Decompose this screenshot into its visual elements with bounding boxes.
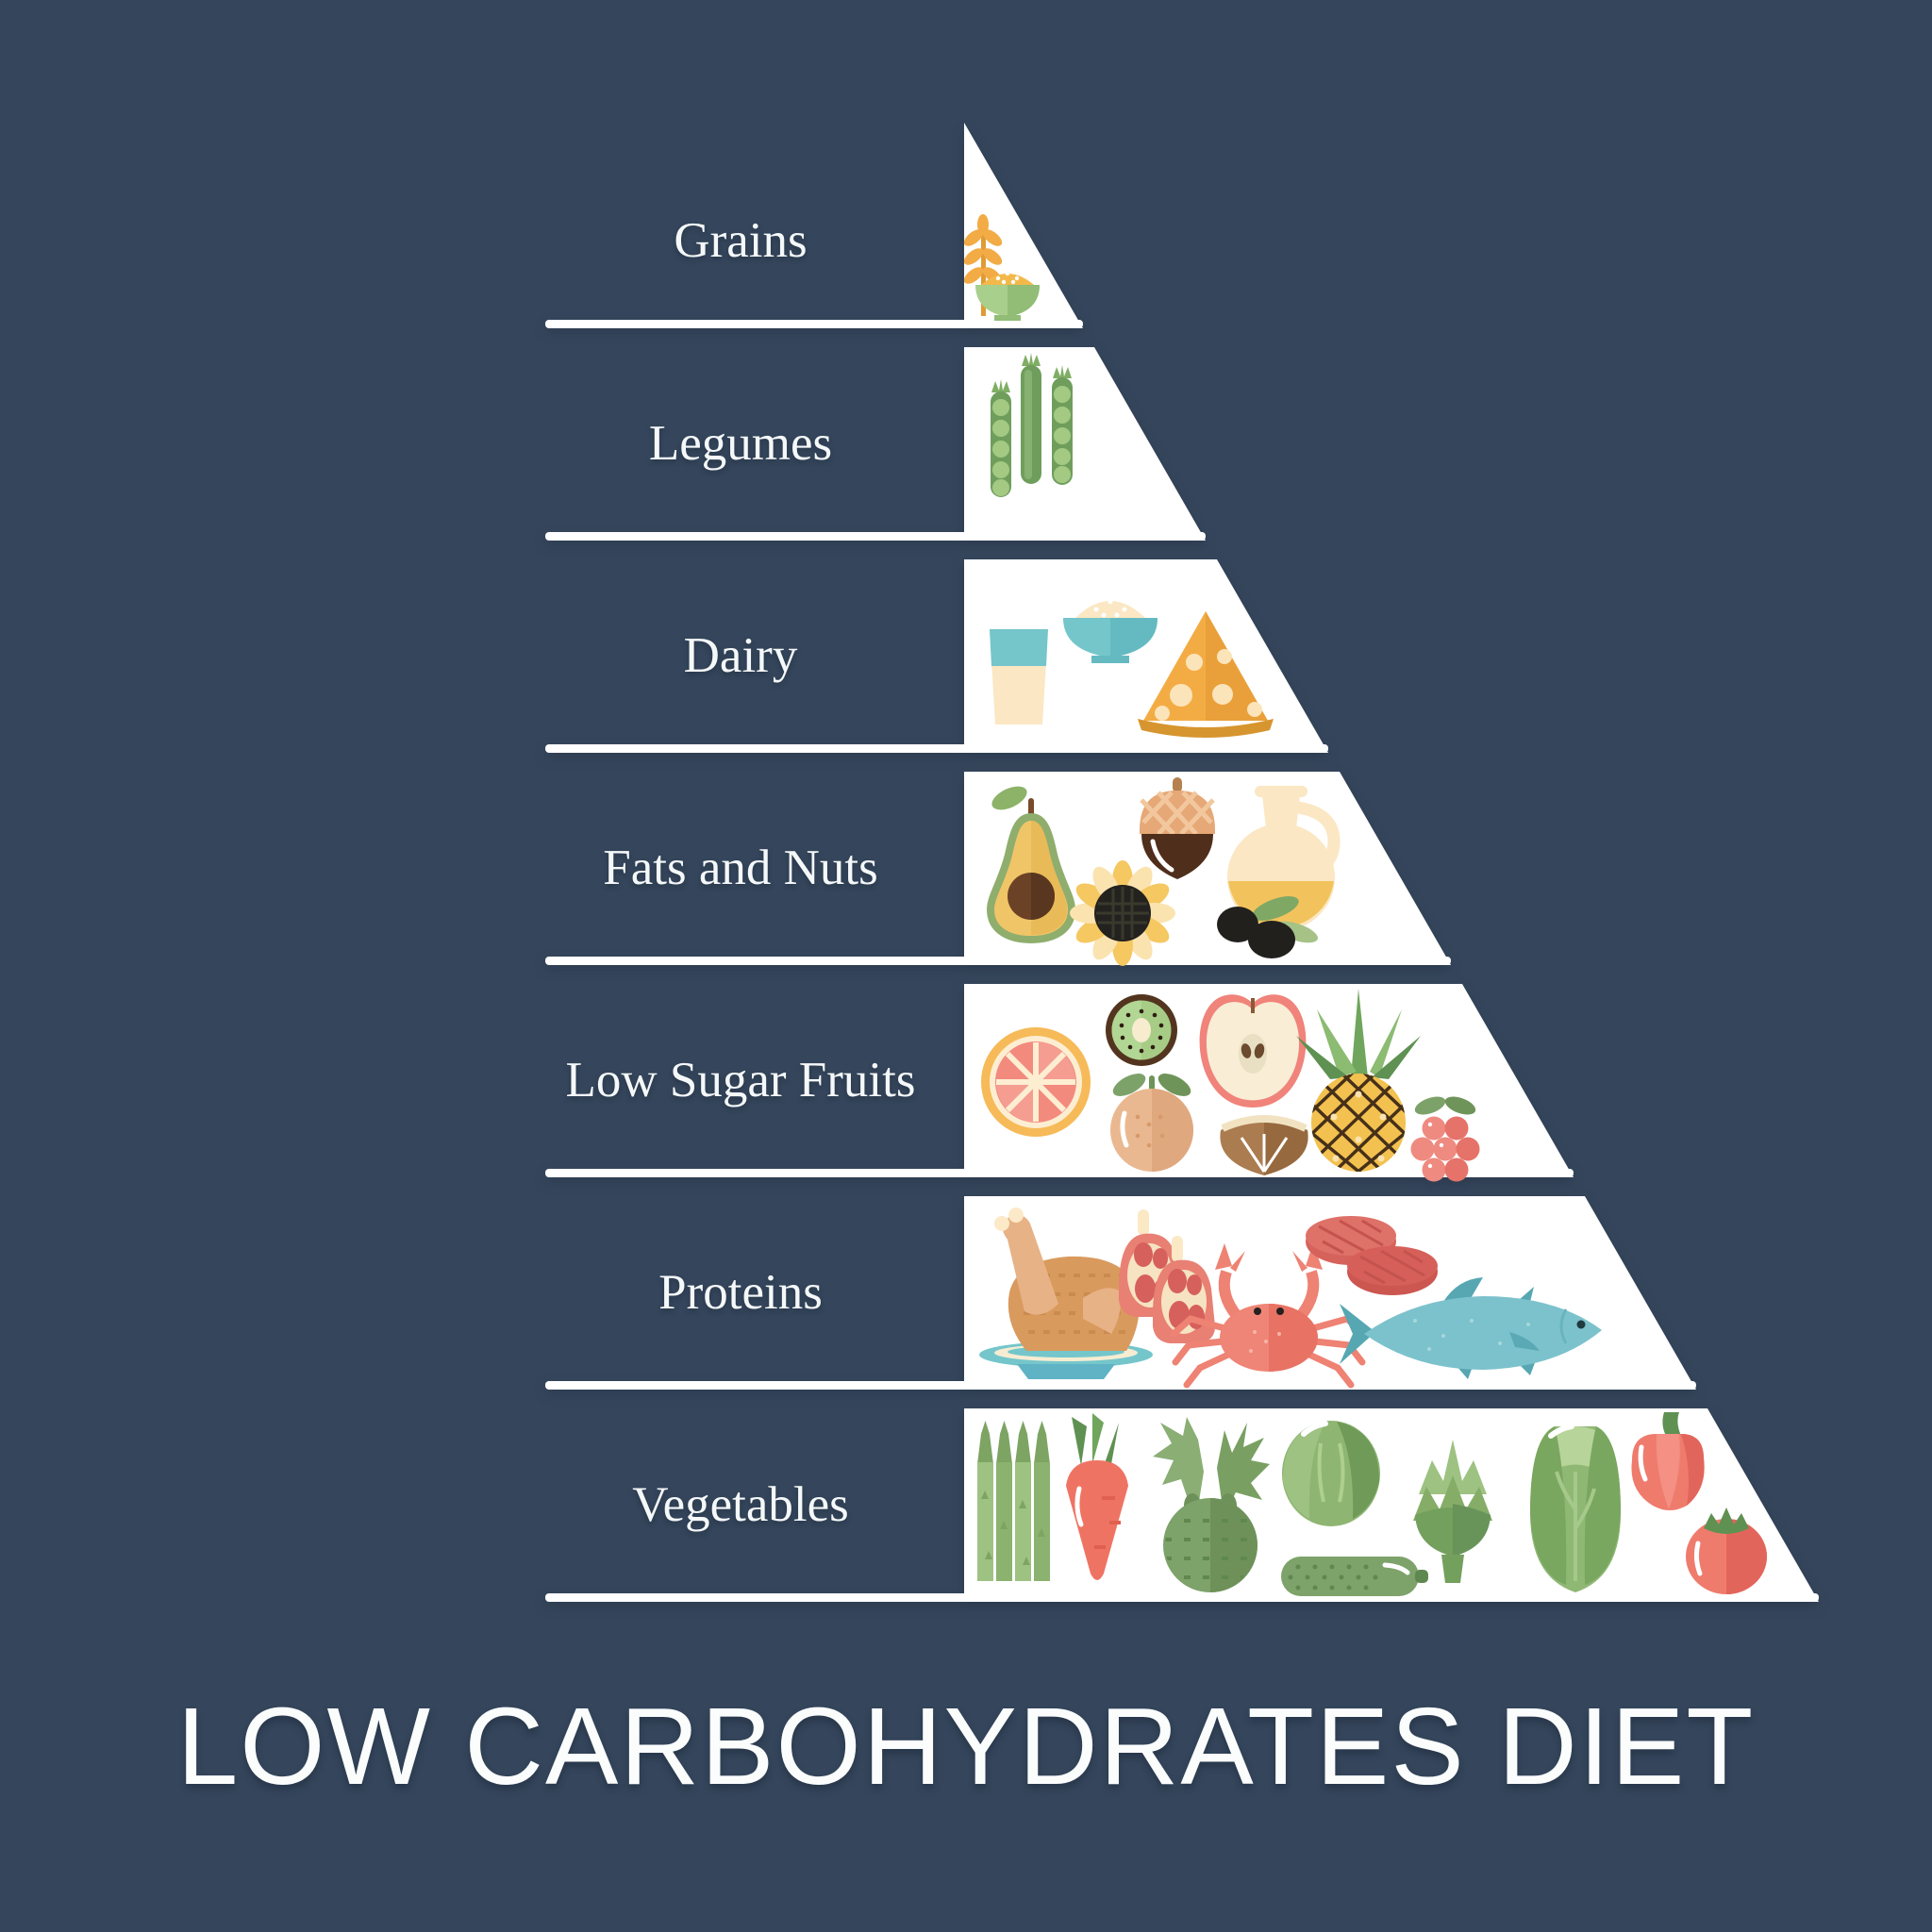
tier-label-grains: Grains [674, 213, 808, 268]
fig-slice-icon [1220, 1115, 1308, 1175]
tomato-icon [1686, 1507, 1767, 1594]
avocado-icon [986, 786, 1076, 944]
poster-title: LOW CARBOHYDRATES DIET [176, 1685, 1756, 1807]
crab-icon [1170, 1243, 1368, 1389]
cucumber-icon [1281, 1557, 1428, 1596]
turkey-icon [979, 1208, 1153, 1379]
cabbage-icon [1282, 1421, 1380, 1526]
grain-bowl-icon [975, 271, 1040, 321]
milk-glass-icon [990, 629, 1048, 724]
asparagus-icon [977, 1421, 1050, 1581]
tier-divider-4 [545, 957, 1451, 965]
tier-divider-1 [545, 320, 1083, 328]
kiwi-icon [1106, 994, 1177, 1066]
tier-divider-3 [545, 744, 1328, 753]
celeriac-icon [1153, 1417, 1270, 1592]
olives-icon [1217, 896, 1318, 958]
tier-divider-5 [545, 1169, 1574, 1177]
tier-label-proteins: Proteins [658, 1265, 823, 1320]
tier-label-vegetables: Vegetables [632, 1477, 849, 1532]
pea-pod-icon [1052, 365, 1073, 485]
raspberry-icon [1410, 1096, 1480, 1182]
tier-divider-6 [545, 1381, 1696, 1390]
tier-label-fruits: Low Sugar Fruits [565, 1053, 916, 1108]
pineapple-icon [1296, 989, 1421, 1172]
grapefruit-icon [981, 1027, 1091, 1137]
artichoke-icon [1413, 1440, 1492, 1583]
tier-divider-lines [545, 320, 1819, 1602]
acorn-icon [1140, 777, 1215, 879]
tier-divider-7 [545, 1593, 1819, 1602]
tier-shapes [964, 123, 1819, 1602]
carrot-icon [1066, 1413, 1128, 1580]
meat-patties-icon [1306, 1216, 1438, 1295]
tuna-icon [1340, 1277, 1602, 1379]
sunflower-icon [1070, 860, 1175, 966]
pea-pod-icon [1021, 353, 1041, 484]
tier-divider-2 [545, 532, 1206, 541]
tier-label-fats: Fats and Nuts [603, 841, 878, 895]
apple-icon [1199, 994, 1307, 1108]
napa-cabbage-icon [1530, 1424, 1621, 1592]
flour-bowl-icon [1063, 590, 1158, 663]
cheese-icon [1138, 611, 1274, 738]
tier-label-dairy: Dairy [683, 628, 798, 683]
pea-pod-icon [991, 379, 1011, 497]
bell-pepper-icon [1631, 1412, 1705, 1510]
apricot-icon [1110, 1074, 1193, 1172]
tier-label-legumes: Legumes [648, 416, 833, 471]
